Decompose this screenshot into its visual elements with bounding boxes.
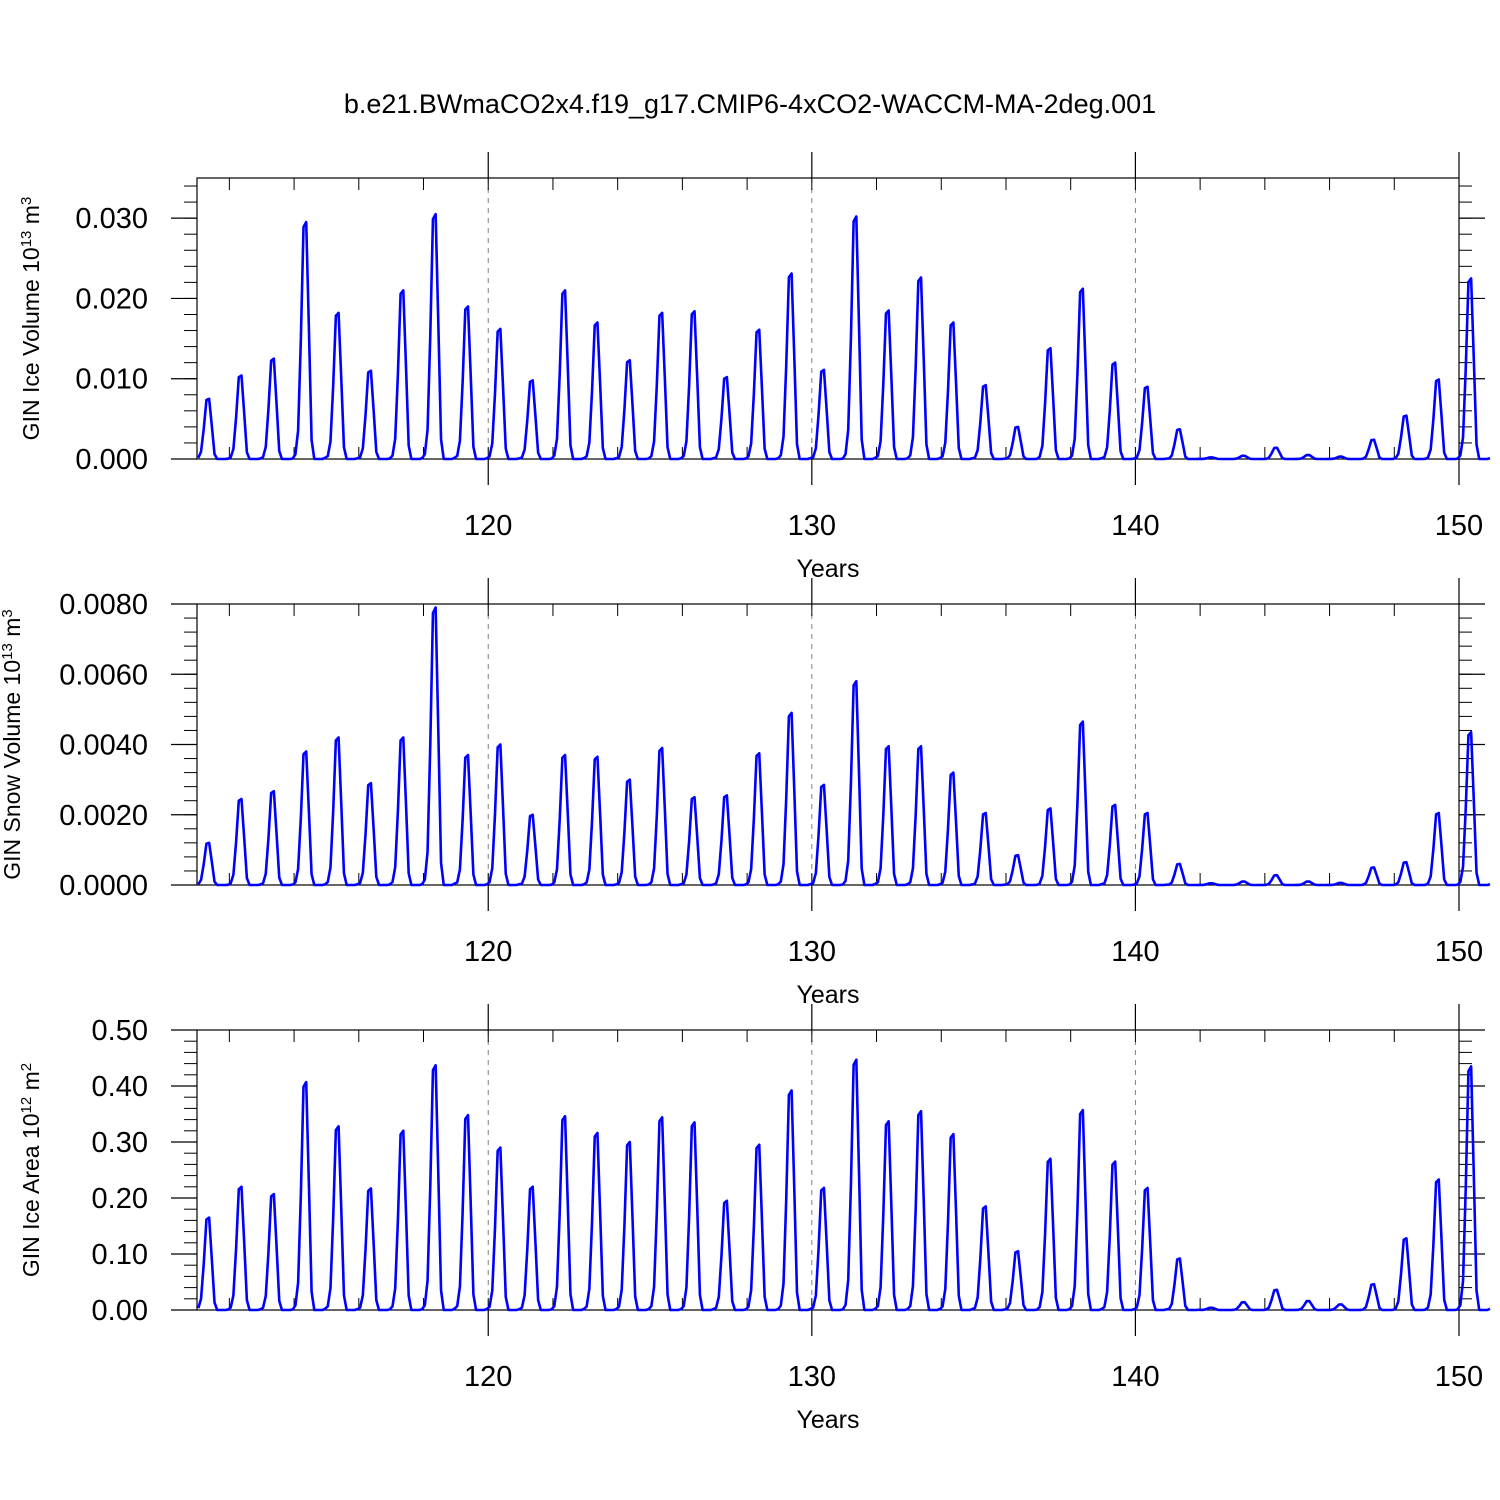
x-tick-label: 140	[1111, 936, 1159, 968]
y-tick-label: 0.0020	[59, 800, 148, 832]
x-tick-label: 120	[464, 936, 512, 968]
plot-frame	[196, 1029, 1460, 1311]
y-tick-label: 0.30	[92, 1127, 148, 1159]
y-axis-label: GIN Ice Area 1012 m2	[18, 1063, 45, 1277]
x-tick-label: 130	[788, 510, 836, 542]
x-tick-label: 150	[1435, 1361, 1483, 1393]
chart-panel-ice-volume: 120 130 140 150 Years 0.000 0.010 0.020 0.030 GIN…	[18, 152, 1491, 583]
x-axis-label: Years	[796, 1406, 859, 1434]
y-tick-label: 0.030	[75, 203, 148, 235]
x-tick-label: 150	[1435, 510, 1483, 542]
chart-title: b.e21.BWmaCO2x4.f19_g17.CMIP6-4xCO2-WACC…	[344, 89, 1156, 119]
y-tick-label: 0.50	[92, 1015, 148, 1047]
chart-panel-snow-volume: 120 130 140 150 Years 0.0000 0.0020 0.0040 0.006…	[0, 578, 1491, 1009]
x-tick-label: 120	[464, 510, 512, 542]
series-line-snow-volume	[197, 606, 1491, 887]
y-tick-label: 0.0060	[59, 659, 148, 691]
y-tick-label: 0.10	[92, 1239, 148, 1271]
x-tick-label: 140	[1111, 510, 1159, 542]
y-tick-label: 0.010	[75, 364, 148, 396]
y-axis-label: GIN Ice Volume 1013 m3	[18, 197, 45, 441]
y-tick-label: 0.0040	[59, 730, 148, 762]
y-tick-label: 0.00	[92, 1295, 148, 1327]
x-tick-label: 120	[464, 1361, 512, 1393]
y-tick-label: 0.0000	[59, 870, 148, 902]
y-tick-label: 0.0080	[59, 589, 148, 621]
x-axis-label: Years	[796, 981, 859, 1009]
x-axis-label: Years	[796, 555, 859, 583]
y-tick-label: 0.40	[92, 1071, 148, 1103]
chart-panel-ice-area: 120 130 140 150 Years 0.00 0.10 0.20 0.30 0.40 0.5…	[18, 1004, 1491, 1434]
y-tick-label: 0.020	[75, 283, 148, 315]
y-axis-label: GIN Snow Volume 1013 m3	[0, 609, 25, 880]
x-tick-label: 150	[1435, 936, 1483, 968]
x-tick-label: 140	[1111, 1361, 1159, 1393]
plot-frame	[196, 177, 1460, 460]
y-tick-label: 0.000	[75, 444, 148, 476]
x-tick-label: 130	[788, 1361, 836, 1393]
y-tick-label: 0.20	[92, 1183, 148, 1215]
x-tick-label: 130	[788, 936, 836, 968]
series-line-ice-volume	[197, 212, 1491, 461]
series-line-ice-area	[197, 1058, 1491, 1312]
